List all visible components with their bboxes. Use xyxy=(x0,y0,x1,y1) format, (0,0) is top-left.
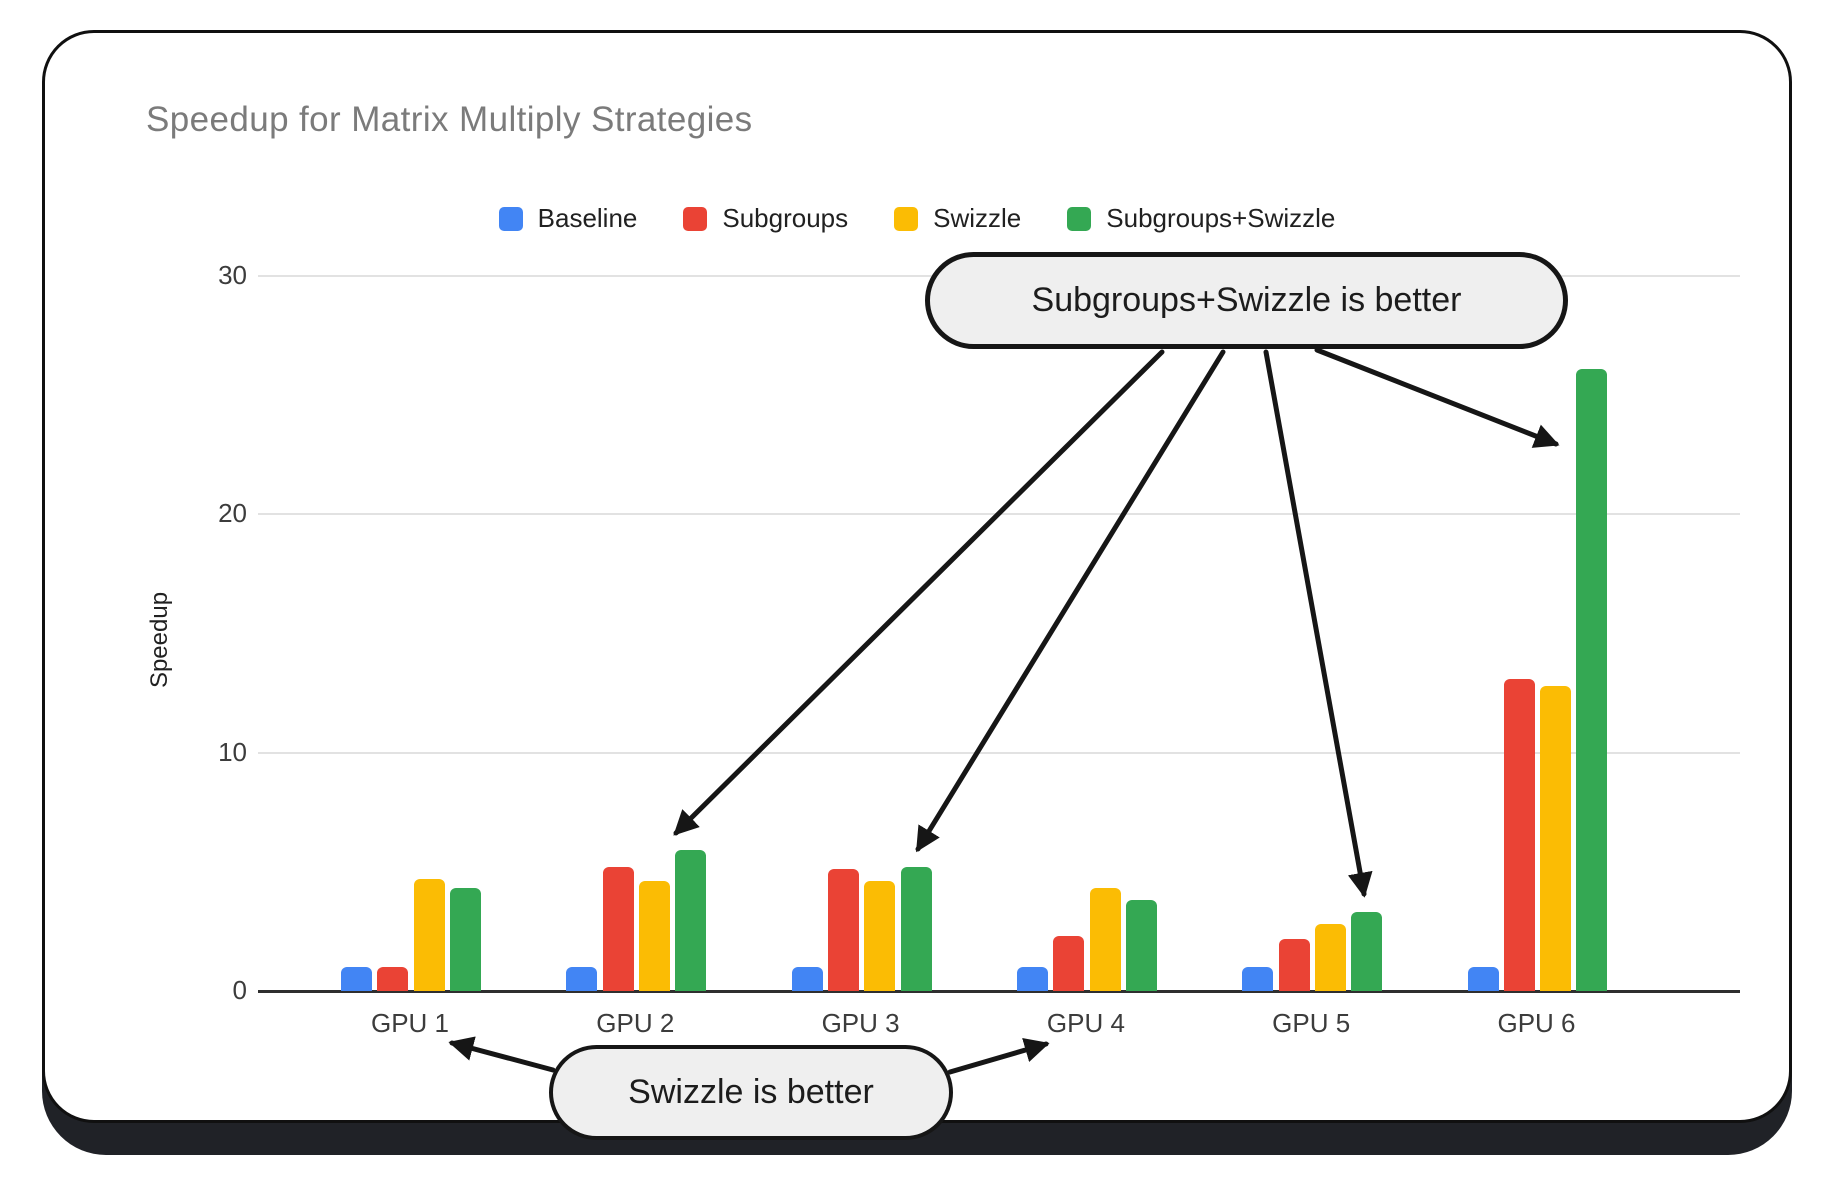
legend-item-baseline: Baseline xyxy=(498,203,638,234)
bar-gpu1-baseline xyxy=(341,967,372,991)
legend-swatch-icon xyxy=(683,206,708,231)
legend-item-subgroups-swizzle: Subgroups+Swizzle xyxy=(1067,203,1335,234)
chart-title: Speedup for Matrix Multiply Strategies xyxy=(146,100,753,139)
bar-gpu1-swizzle xyxy=(414,879,445,991)
bar-gpu3-subgroups xyxy=(828,869,859,991)
legend-swatch-icon xyxy=(1067,206,1092,231)
y-tick-0: 0 xyxy=(232,975,247,1005)
bar-gpu6-subgroups-swizzle xyxy=(1576,369,1607,991)
y-axis-title: Speedup xyxy=(146,591,173,689)
x-category-label: GPU 5 xyxy=(1272,1008,1351,1038)
bar-gpu5-subgroups-swizzle xyxy=(1351,912,1382,991)
legend-item-swizzle: Swizzle xyxy=(894,203,1021,234)
bar-gpu1-subgroups xyxy=(377,967,408,991)
legend: Baseline Subgroups Swizzle Subgroups+Swizzl… xyxy=(0,203,1834,234)
x-category-label: GPU 3 xyxy=(821,1008,900,1038)
y-tick-30: 30 xyxy=(218,259,247,290)
legend-swatch-icon xyxy=(498,206,523,231)
bar-gpu6-swizzle xyxy=(1540,686,1571,991)
x-axis-line xyxy=(258,989,1740,993)
bar-gpu4-swizzle xyxy=(1090,888,1121,991)
bar-gpu4-subgroups xyxy=(1053,936,1084,991)
bar-gpu4-subgroups-swizzle xyxy=(1126,900,1157,991)
callout-subgroups-swizzle-is-better: Subgroups+Swizzle is better xyxy=(925,252,1568,349)
legend-swatch-icon xyxy=(894,206,919,231)
bar-gpu1-subgroups-swizzle xyxy=(450,888,481,991)
x-category-label: GPU 4 xyxy=(1046,1008,1125,1038)
bar-gpu2-baseline xyxy=(566,967,597,991)
y-tick-10: 10 xyxy=(218,736,247,767)
legend-label: Subgroups xyxy=(722,203,849,233)
gridline-20 xyxy=(258,513,1740,515)
callout-bottom-text: Swizzle is better xyxy=(628,1073,874,1111)
bar-gpu2-swizzle xyxy=(639,881,670,991)
legend-label: Swizzle xyxy=(933,203,1022,233)
y-tick-20: 20 xyxy=(218,498,247,528)
bar-gpu6-baseline xyxy=(1468,967,1499,991)
bar-gpu2-subgroups-swizzle xyxy=(675,850,706,991)
bar-gpu3-swizzle xyxy=(864,881,895,991)
bar-gpu5-swizzle xyxy=(1315,924,1346,991)
x-category-label: GPU 6 xyxy=(1497,1008,1576,1038)
legend-label: Baseline xyxy=(537,203,638,233)
bar-gpu5-subgroups xyxy=(1279,939,1310,991)
x-category-label: GPU 1 xyxy=(370,1008,450,1038)
bar-gpu5-baseline xyxy=(1242,967,1273,991)
bar-gpu2-subgroups xyxy=(603,867,634,991)
legend-label: Subgroups+Swizzle xyxy=(1106,203,1336,233)
bar-gpu6-subgroups xyxy=(1504,679,1535,991)
bar-gpu3-baseline xyxy=(792,967,823,991)
callout-swizzle-is-better: Swizzle is better xyxy=(549,1045,953,1140)
legend-item-subgroups: Subgroups xyxy=(683,203,848,234)
x-category-label: GPU 2 xyxy=(596,1008,675,1038)
callout-top-text: Subgroups+Swizzle is better xyxy=(1031,281,1462,319)
bar-gpu4-baseline xyxy=(1017,967,1048,991)
bar-gpu3-subgroups-swizzle xyxy=(901,867,932,991)
